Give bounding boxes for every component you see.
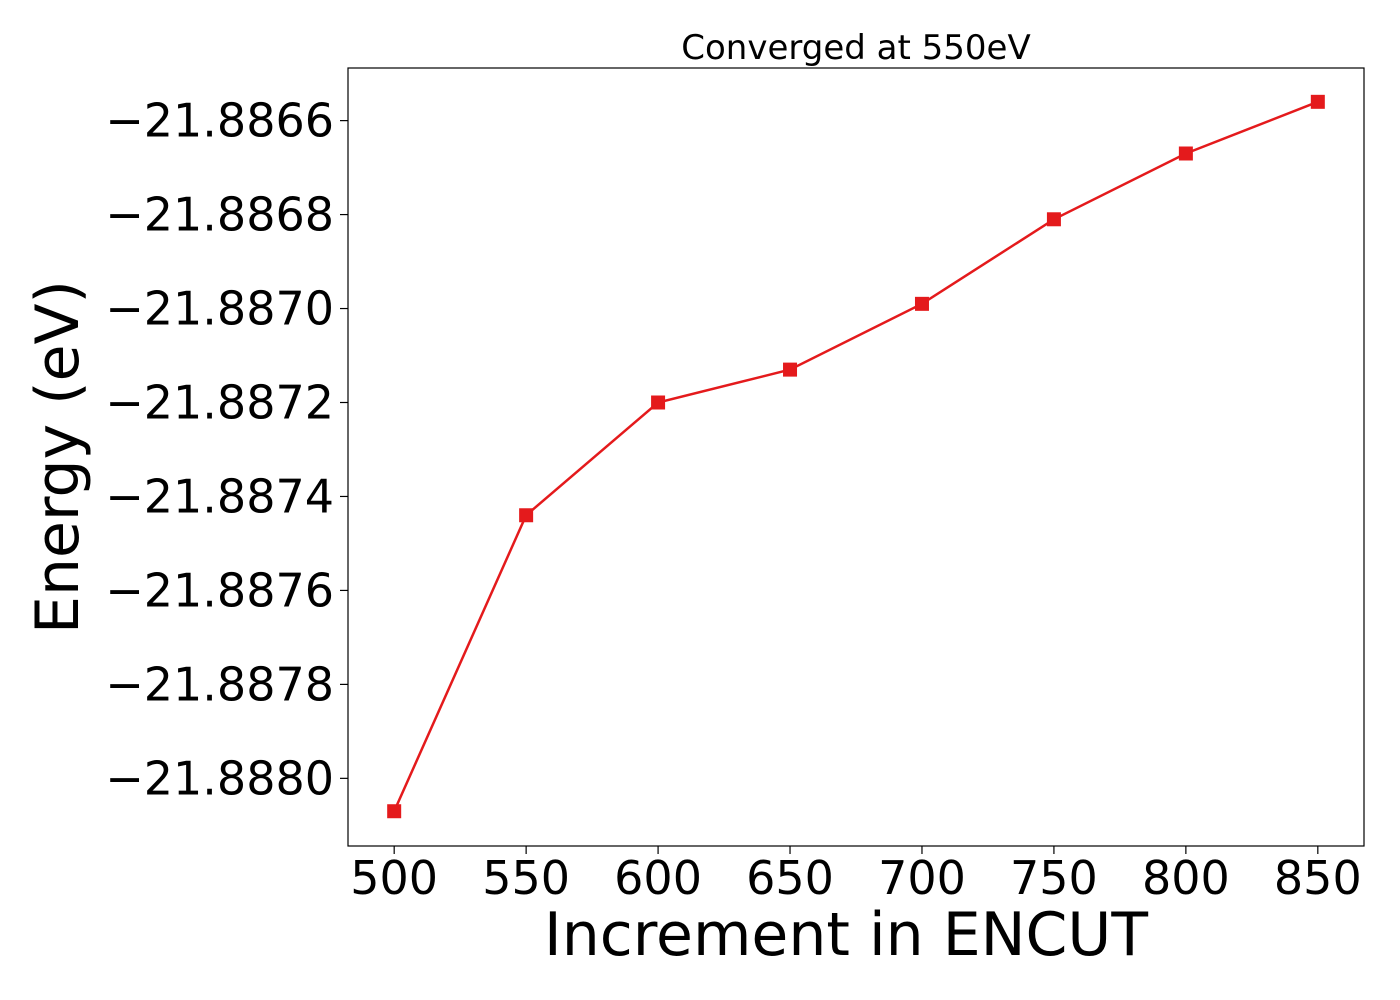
data-point bbox=[519, 508, 534, 523]
data-point bbox=[387, 804, 402, 819]
x-tick-label: 750 bbox=[1010, 851, 1098, 905]
data-point bbox=[1046, 212, 1061, 227]
data-point bbox=[651, 395, 666, 410]
x-tick-label: 550 bbox=[482, 851, 570, 905]
data-point bbox=[1178, 146, 1193, 161]
axes-frame bbox=[347, 67, 1365, 847]
chart-title: Converged at 550eV bbox=[681, 28, 1030, 68]
x-axis-label: Increment in ENCUT bbox=[544, 900, 1148, 970]
x-tick-label: 850 bbox=[1274, 851, 1362, 905]
x-tick-label: 800 bbox=[1142, 851, 1230, 905]
data-point bbox=[914, 296, 929, 311]
plot-area: 500 550 600 650 700 750 800 850 −21.8880 −21.8878… bbox=[105, 67, 1365, 905]
y-axis-label: Energy (eV) bbox=[23, 280, 93, 634]
y-tick-label: −21.8876 bbox=[105, 563, 334, 617]
x-tick-label: 650 bbox=[746, 851, 834, 905]
y-tick-label: −21.8868 bbox=[105, 188, 334, 242]
x-tick-label: 500 bbox=[350, 851, 438, 905]
y-tick-label: −21.8878 bbox=[105, 657, 334, 711]
data-point bbox=[783, 362, 798, 377]
y-tick-label: −21.8874 bbox=[105, 469, 334, 523]
data-point bbox=[1310, 94, 1325, 109]
y-tick-label: −21.8880 bbox=[105, 751, 334, 805]
y-tick-label: −21.8870 bbox=[105, 282, 334, 336]
x-tick-label: 600 bbox=[614, 851, 702, 905]
y-tick-label: −21.8866 bbox=[105, 94, 334, 148]
series-line bbox=[393, 100, 1319, 812]
y-tick-label: −21.8872 bbox=[105, 376, 334, 430]
x-tick-label: 700 bbox=[878, 851, 966, 905]
